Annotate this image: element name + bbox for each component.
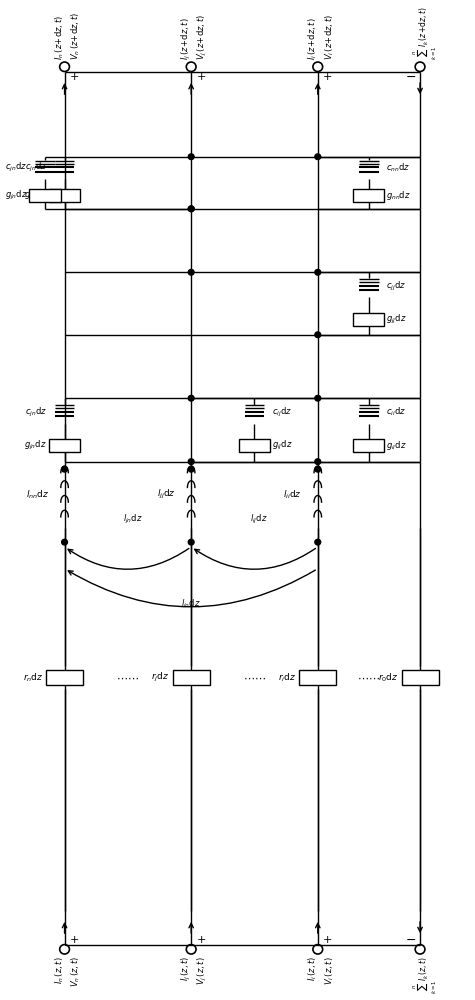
Circle shape bbox=[188, 206, 194, 212]
Text: $I_j\,(z,t)$: $I_j\,(z,t)$ bbox=[180, 956, 193, 981]
Text: $V_j\,(z\!+\!\mathrm{d}z,t)$: $V_j\,(z\!+\!\mathrm{d}z,t)$ bbox=[196, 14, 209, 60]
Text: $I_i\,(z\!+\!\mathrm{d}z,t)$: $I_i\,(z\!+\!\mathrm{d}z,t)$ bbox=[307, 17, 319, 60]
Text: $r_i\mathrm{d}z$: $r_i\mathrm{d}z$ bbox=[278, 671, 296, 684]
Circle shape bbox=[315, 395, 321, 401]
Text: $g_{ii}\mathrm{d}z$: $g_{ii}\mathrm{d}z$ bbox=[387, 439, 407, 452]
Text: $+$: $+$ bbox=[196, 71, 206, 82]
Circle shape bbox=[188, 466, 194, 472]
Circle shape bbox=[62, 466, 67, 472]
Text: $r_n\mathrm{d}z$: $r_n\mathrm{d}z$ bbox=[23, 671, 43, 684]
Text: $c_{jj}\mathrm{d}z$: $c_{jj}\mathrm{d}z$ bbox=[387, 279, 407, 293]
Text: $V_j\,(z,t)$: $V_j\,(z,t)$ bbox=[196, 956, 209, 985]
Circle shape bbox=[315, 332, 321, 338]
Text: $V_n\,(z,t)$: $V_n\,(z,t)$ bbox=[70, 956, 83, 987]
Text: $g_{jn}\mathrm{d}z$: $g_{jn}\mathrm{d}z$ bbox=[5, 189, 28, 202]
Text: $-$: $-$ bbox=[405, 933, 416, 946]
Text: $\cdots\cdots$: $\cdots\cdots$ bbox=[243, 673, 266, 683]
Text: $r_0\mathrm{d}z$: $r_0\mathrm{d}z$ bbox=[378, 671, 399, 684]
Text: $+$: $+$ bbox=[69, 934, 79, 945]
Text: $\sum_{k=1}^{n}I_k\,(z,t)$: $\sum_{k=1}^{n}I_k\,(z,t)$ bbox=[411, 956, 438, 994]
Bar bbox=[49, 189, 80, 202]
Text: $l_{ii}\mathrm{d}z$: $l_{ii}\mathrm{d}z$ bbox=[284, 489, 302, 501]
Text: $\cdots\cdots$: $\cdots\cdots$ bbox=[116, 673, 139, 683]
Text: $g_{ij}\mathrm{d}z$: $g_{ij}\mathrm{d}z$ bbox=[272, 439, 293, 452]
Text: $g_{jn}\mathrm{d}z$: $g_{jn}\mathrm{d}z$ bbox=[24, 189, 47, 202]
Bar bbox=[299, 670, 336, 685]
Text: $+$: $+$ bbox=[323, 934, 332, 945]
Text: $c_{jn}\mathrm{d}z$: $c_{jn}\mathrm{d}z$ bbox=[25, 161, 47, 174]
Text: $c_{nn}\mathrm{d}z$: $c_{nn}\mathrm{d}z$ bbox=[387, 162, 410, 174]
Circle shape bbox=[62, 539, 67, 545]
Text: $\sum_{k=1}^{n}I_k\,(z\!+\!\mathrm{d}z,t)$: $\sum_{k=1}^{n}I_k\,(z\!+\!\mathrm{d}z,t… bbox=[411, 6, 438, 60]
Bar bbox=[353, 313, 384, 326]
Bar bbox=[172, 670, 209, 685]
Circle shape bbox=[188, 539, 194, 545]
Text: $+$: $+$ bbox=[69, 71, 79, 82]
Circle shape bbox=[315, 459, 321, 464]
Text: $V_n\,(z\!+\!\mathrm{d}z,t)$: $V_n\,(z\!+\!\mathrm{d}z,t)$ bbox=[70, 12, 83, 60]
Text: $c_{jn}\mathrm{d}z$: $c_{jn}\mathrm{d}z$ bbox=[25, 406, 47, 419]
Bar bbox=[46, 670, 83, 685]
Text: $c_{jn}\mathrm{d}z$: $c_{jn}\mathrm{d}z$ bbox=[6, 161, 28, 174]
Text: $r_j\mathrm{d}z$: $r_j\mathrm{d}z$ bbox=[152, 671, 170, 684]
Circle shape bbox=[315, 539, 321, 545]
Circle shape bbox=[188, 206, 194, 212]
Text: $+$: $+$ bbox=[196, 934, 206, 945]
Bar bbox=[239, 439, 270, 452]
Text: $c_{ij}\mathrm{d}z$: $c_{ij}\mathrm{d}z$ bbox=[272, 406, 292, 419]
Text: $l_{nn}\mathrm{d}z$: $l_{nn}\mathrm{d}z$ bbox=[26, 489, 49, 501]
Bar bbox=[29, 189, 61, 202]
Text: $g_{nn}\mathrm{d}z$: $g_{nn}\mathrm{d}z$ bbox=[387, 189, 411, 202]
Circle shape bbox=[315, 466, 321, 472]
Bar bbox=[353, 439, 384, 452]
Text: $+$: $+$ bbox=[323, 71, 332, 82]
Circle shape bbox=[188, 269, 194, 275]
Text: $g_{jj}\mathrm{d}z$: $g_{jj}\mathrm{d}z$ bbox=[387, 313, 407, 326]
Text: $V_i\,(z,t)$: $V_i\,(z,t)$ bbox=[323, 956, 336, 985]
Text: $l_{jj}\mathrm{d}z$: $l_{jj}\mathrm{d}z$ bbox=[157, 488, 176, 501]
Circle shape bbox=[188, 154, 194, 160]
Text: $I_j\,(z\!+\!\mathrm{d}z,t)$: $I_j\,(z\!+\!\mathrm{d}z,t)$ bbox=[180, 17, 193, 60]
Text: $I_n\,(z\!+\!\mathrm{d}z,t)$: $I_n\,(z\!+\!\mathrm{d}z,t)$ bbox=[53, 15, 66, 60]
Circle shape bbox=[315, 154, 321, 160]
Text: $l_{ij}\mathrm{d}z$: $l_{ij}\mathrm{d}z$ bbox=[250, 513, 268, 526]
Text: $c_{ii}\mathrm{d}z$: $c_{ii}\mathrm{d}z$ bbox=[387, 406, 407, 418]
Bar bbox=[49, 439, 80, 452]
Text: $l_{in}\mathrm{d}z$: $l_{in}\mathrm{d}z$ bbox=[181, 597, 201, 610]
Circle shape bbox=[188, 395, 194, 401]
Text: $\cdots\cdots$: $\cdots\cdots$ bbox=[357, 673, 380, 683]
Text: $-$: $-$ bbox=[405, 70, 416, 83]
Bar bbox=[401, 670, 438, 685]
Text: $V_i\,(z\!+\!\mathrm{d}z,t)$: $V_i\,(z\!+\!\mathrm{d}z,t)$ bbox=[323, 14, 336, 60]
Circle shape bbox=[188, 459, 194, 464]
Bar bbox=[353, 189, 384, 202]
Text: $I_i\,(z,t)$: $I_i\,(z,t)$ bbox=[307, 956, 319, 981]
Circle shape bbox=[315, 269, 321, 275]
Text: $l_{jn}\mathrm{d}z$: $l_{jn}\mathrm{d}z$ bbox=[123, 513, 142, 526]
Text: $I_n\,(z,t)$: $I_n\,(z,t)$ bbox=[53, 956, 66, 984]
Text: $g_{jn}\mathrm{d}z$: $g_{jn}\mathrm{d}z$ bbox=[24, 439, 47, 452]
